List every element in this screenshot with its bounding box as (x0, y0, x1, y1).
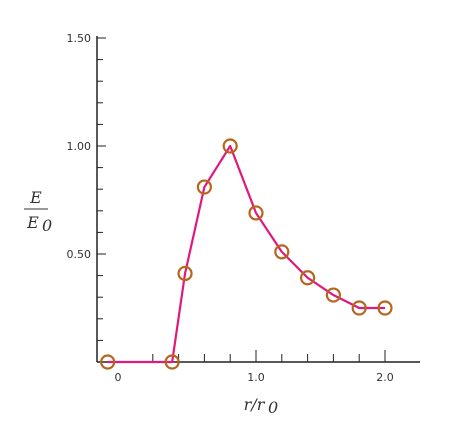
axes (96, 36, 420, 363)
series (107, 144, 385, 364)
data-point-marker (274, 244, 290, 260)
data-point-marker (325, 287, 341, 303)
y-label-denominator: E (26, 213, 39, 232)
data-point-marker (248, 205, 264, 221)
x-axis-label: r/r 0 (244, 395, 279, 417)
x-tick-label: 1.0 (247, 371, 265, 384)
markers (100, 138, 393, 370)
x-tick-label: 2.0 (376, 371, 394, 384)
y-tick-label: 1.00 (67, 140, 92, 153)
data-point-marker (377, 300, 393, 316)
x-label-sub: 0 (268, 398, 278, 417)
data-point-marker (177, 265, 193, 282)
ticks (97, 37, 386, 362)
y-axis-label: E E 0 (24, 188, 52, 235)
data-point-marker (196, 179, 212, 195)
tick-labels: 0.50 1.00 1.50 0 1.0 2.0 (67, 32, 394, 384)
series-line (107, 144, 385, 364)
y-label-denominator-sub: 0 (42, 216, 52, 235)
x-tick-label: 0 (115, 371, 122, 384)
data-point-marker (100, 354, 116, 370)
data-point-marker (222, 138, 238, 154)
x-label-main: r/r (244, 395, 266, 414)
data-point-marker (164, 354, 180, 370)
data-point-marker (351, 300, 367, 316)
data-point-marker (300, 270, 316, 286)
y-tick-label: 1.50 (67, 32, 92, 45)
y-label-numerator: E (29, 188, 42, 207)
y-tick-label: 0.50 (67, 248, 92, 261)
